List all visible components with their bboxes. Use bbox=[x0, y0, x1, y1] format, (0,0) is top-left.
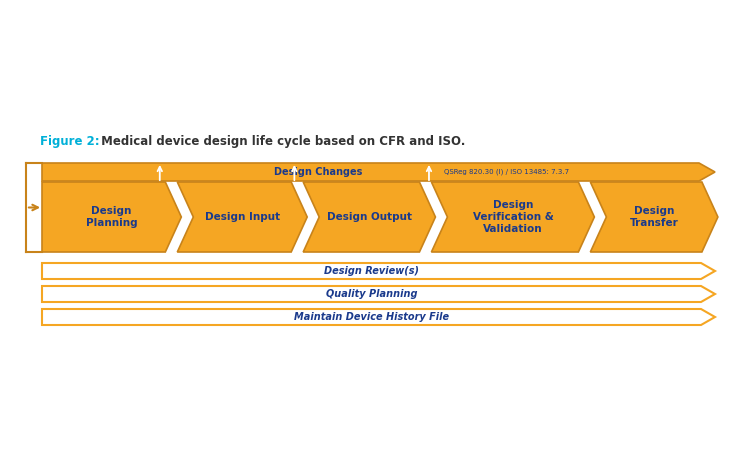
Polygon shape bbox=[303, 182, 436, 252]
Text: Medical device design life cycle based on CFR and ISO.: Medical device design life cycle based o… bbox=[97, 135, 465, 148]
Text: Design
Transfer: Design Transfer bbox=[630, 206, 679, 228]
Text: Design
Verification &
Validation: Design Verification & Validation bbox=[472, 200, 554, 234]
Text: Maintain Device History File: Maintain Device History File bbox=[294, 312, 449, 322]
Text: Figure 2:: Figure 2: bbox=[40, 135, 100, 148]
Polygon shape bbox=[177, 182, 308, 252]
Polygon shape bbox=[42, 286, 715, 302]
Polygon shape bbox=[42, 182, 182, 252]
Text: Design Review(s): Design Review(s) bbox=[324, 266, 419, 276]
Polygon shape bbox=[431, 182, 595, 252]
Text: Design Changes: Design Changes bbox=[274, 167, 362, 177]
Polygon shape bbox=[42, 163, 715, 181]
Text: Design
Planning: Design Planning bbox=[86, 206, 137, 228]
Polygon shape bbox=[42, 263, 715, 279]
Polygon shape bbox=[590, 182, 718, 252]
Text: QSReg 820.30 (l) / ISO 13485: 7.3.7: QSReg 820.30 (l) / ISO 13485: 7.3.7 bbox=[444, 169, 569, 175]
Text: Design Input: Design Input bbox=[205, 212, 280, 222]
Text: Quality Planning: Quality Planning bbox=[326, 289, 417, 299]
Polygon shape bbox=[42, 309, 715, 325]
Text: Design Output: Design Output bbox=[327, 212, 412, 222]
